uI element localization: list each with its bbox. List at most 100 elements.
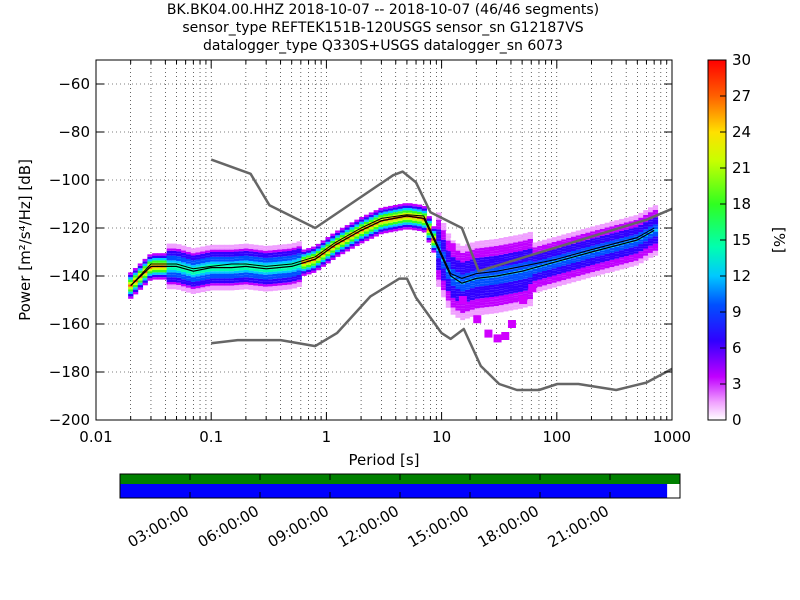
heatmap-cell — [479, 245, 485, 248]
x-tick-label: 1000 — [653, 428, 691, 446]
heatmap-cell — [388, 213, 394, 216]
x-tick-label: 10 — [432, 428, 451, 446]
heatmap-cell — [542, 273, 548, 276]
heatmap-cell — [575, 244, 582, 248]
heatmap-cell — [623, 234, 630, 237]
heatmap-cell — [185, 261, 192, 264]
heatmap-cell — [522, 249, 529, 253]
heatmap-cell — [234, 280, 240, 283]
heatmap-cell — [383, 225, 389, 229]
heatmap-cell — [503, 292, 509, 295]
heatmap-cell — [238, 275, 245, 278]
heatmap-cell — [493, 255, 500, 259]
heatmap-cell — [359, 240, 365, 244]
heatmap-cell — [176, 287, 182, 290]
heatmap-cell — [556, 267, 562, 270]
heatmap-cell — [440, 278, 447, 281]
heatmap-cell — [450, 264, 456, 267]
heatmap-cell — [200, 275, 206, 278]
heatmap-cell — [156, 277, 163, 280]
heatmap-cell — [652, 210, 659, 213]
heatmap-cell — [291, 269, 298, 272]
heatmap-cell — [518, 287, 524, 290]
heatmap-cell — [219, 283, 225, 286]
heatmap-cell — [580, 260, 586, 263]
heatmap-cell — [522, 261, 529, 265]
heatmap-cell — [628, 216, 635, 219]
heatmap-cell — [440, 239, 447, 243]
heatmap-cell — [522, 285, 529, 289]
heatmap-cell — [580, 255, 586, 258]
heatmap-cell — [546, 269, 553, 273]
heatmap-cell — [532, 249, 538, 253]
heatmap-cell — [556, 243, 562, 246]
heatmap-cell — [200, 277, 206, 281]
heatmap-cell — [238, 258, 245, 261]
heatmap-cell — [296, 265, 302, 268]
heatmap-cell — [363, 219, 370, 222]
heatmap-cell — [455, 248, 461, 251]
heatmap-cell — [450, 297, 456, 301]
heatmap-cell — [489, 256, 495, 259]
heatmap-cell — [551, 285, 558, 288]
heatmap-cell — [474, 303, 481, 306]
heatmap-cell — [455, 250, 461, 253]
heatmap-cell — [258, 274, 264, 277]
heatmap-cell — [219, 261, 225, 264]
heatmap-cell — [513, 304, 519, 308]
heatmap-cell — [527, 296, 533, 300]
heatmap-cell — [479, 259, 485, 263]
heatmap-cell — [436, 236, 442, 239]
heatmap-cell — [609, 226, 615, 229]
heatmap-cell — [272, 252, 278, 255]
heatmap-cell — [248, 253, 254, 257]
heatmap-cell — [546, 274, 553, 277]
heatmap-cell — [465, 294, 471, 297]
heatmap-cell — [542, 283, 548, 286]
heatmap-cell — [214, 288, 221, 291]
heatmap-cell — [561, 246, 567, 249]
heatmap-cell — [501, 332, 510, 340]
heatmap-cell — [195, 281, 201, 284]
heatmap-cell — [368, 214, 375, 218]
heatmap-cell — [643, 250, 649, 254]
heatmap-cell — [623, 253, 630, 257]
heatmap-cell — [522, 271, 529, 274]
heatmap-cell — [590, 228, 596, 232]
heatmap-cell — [306, 252, 312, 256]
heatmap-cell — [156, 260, 163, 263]
heatmap-cell — [185, 280, 192, 283]
heatmap-cell — [311, 263, 317, 266]
heatmap-cell — [585, 244, 591, 248]
heatmap-cell — [580, 269, 586, 273]
heatmap-cell — [431, 243, 437, 246]
heatmap-cell — [599, 223, 606, 227]
heatmap-cell — [440, 251, 447, 255]
heatmap-cell — [445, 257, 452, 260]
heatmap-cell — [286, 275, 293, 278]
y-tick-label: −120 — [49, 219, 90, 237]
heatmap-cell — [493, 303, 500, 307]
heatmap-cell — [359, 238, 365, 241]
colorbar-tick-label: 12 — [732, 267, 751, 285]
heatmap-cell — [575, 242, 582, 245]
heatmap-cell — [595, 270, 601, 274]
heatmap-cell — [277, 273, 283, 276]
heatmap-cell — [595, 227, 601, 231]
heatmap-cell — [166, 248, 172, 251]
heatmap-cell — [561, 275, 567, 278]
heatmap-cell — [286, 248, 293, 252]
heatmap-cell — [643, 246, 649, 249]
heatmap-cell — [566, 249, 572, 253]
heatmap-cell — [513, 244, 519, 248]
heatmap-cell — [181, 255, 187, 258]
heatmap-cell — [272, 261, 278, 265]
heatmap-cell — [436, 222, 442, 225]
heatmap-cell — [508, 236, 514, 239]
heatmap-cell — [474, 310, 481, 314]
heatmap-cell — [484, 278, 490, 281]
heatmap-cell — [267, 276, 274, 280]
heatmap-cell — [518, 241, 524, 244]
heatmap-cell — [301, 263, 307, 267]
heatmap-cell — [248, 282, 254, 285]
